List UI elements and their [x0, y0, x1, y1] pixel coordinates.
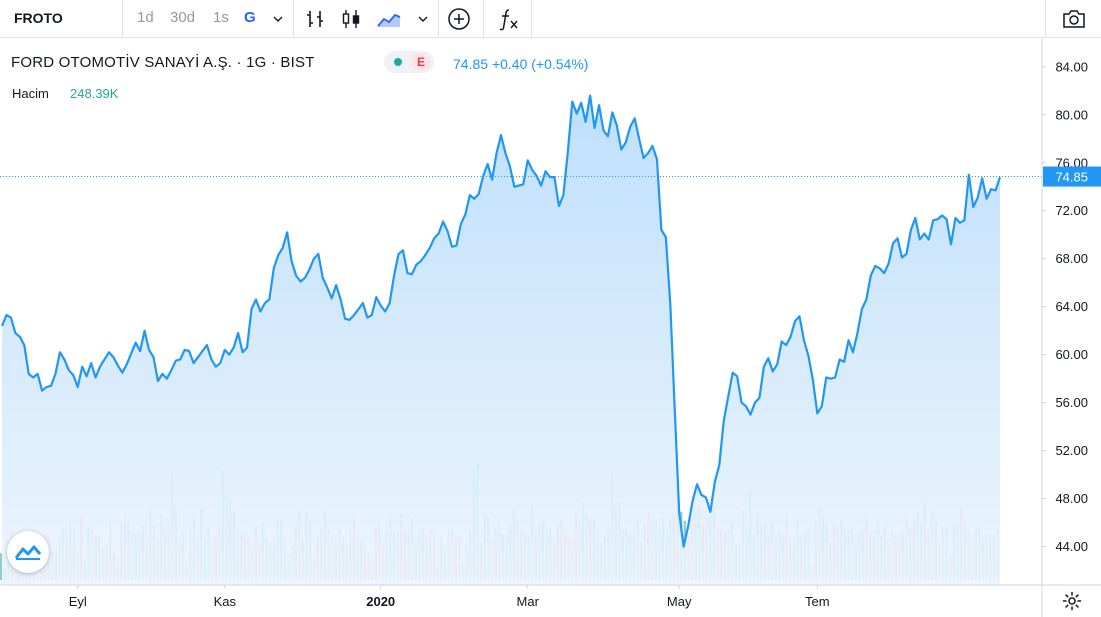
- gear-icon: [1062, 591, 1082, 611]
- price-tick-label: 84.00: [1055, 59, 1088, 74]
- settings-gear-button[interactable]: [1060, 589, 1084, 613]
- price-tick-label: 52.00: [1055, 443, 1088, 458]
- volume-value: 248.39K: [70, 86, 119, 101]
- price-tick-label: 44.00: [1055, 539, 1088, 554]
- symbol-search-button[interactable]: FROTO: [14, 10, 63, 26]
- toolbar-divider: [531, 0, 532, 38]
- time-tick-label: Eyl: [69, 594, 87, 609]
- price-tick-label: 60.00: [1055, 347, 1088, 362]
- camera-icon[interactable]: [1061, 6, 1087, 32]
- indicators-fx-icon[interactable]: [496, 6, 522, 32]
- last-price-label-box: [1043, 166, 1101, 187]
- time-axis[interactable]: Eyl Kas 2020 Mar May Tem: [69, 585, 830, 609]
- toolbar-divider: [438, 0, 439, 38]
- price-tick-label: 72.00: [1055, 203, 1088, 218]
- last-price-label: 74.85: [1055, 170, 1088, 185]
- time-tick-label: Tem: [805, 594, 830, 609]
- price-area-fill: [2, 95, 1000, 585]
- tradingview-logo-button[interactable]: [7, 531, 49, 573]
- toolbar-divider: [122, 0, 123, 38]
- price-tick-label: 76.00: [1055, 155, 1088, 170]
- price-tick-label: 68.00: [1055, 251, 1088, 266]
- series-title: FORD OTOMOTİV SANAYİ A.Ş. · 1G · BIST: [11, 54, 315, 71]
- candles-chart-icon[interactable]: [338, 6, 364, 32]
- legend-change: +0.40 (+0.54%): [491, 56, 589, 72]
- time-tick-label: Kas: [214, 594, 237, 609]
- area-chart-icon[interactable]: [376, 6, 402, 32]
- volume-bar: [0, 553, 3, 580]
- price-tick-label: 48.00: [1055, 491, 1088, 506]
- top-toolbar: FROTO 1d 30d 1s G: [0, 0, 1101, 38]
- bars-chart-icon[interactable]: [303, 6, 329, 32]
- chevron-down-icon[interactable]: [410, 6, 436, 32]
- toolbar-divider: [483, 0, 484, 38]
- time-tick-label: 2020: [366, 594, 395, 609]
- market-status-badges[interactable]: E: [384, 51, 434, 73]
- interval-1s-button[interactable]: 1s: [213, 9, 229, 26]
- interval-1d-button[interactable]: 1d: [137, 9, 154, 26]
- time-tick-label: May: [667, 594, 692, 609]
- price-tick-label: 56.00: [1055, 395, 1088, 410]
- toolbar-divider: [293, 0, 294, 38]
- logo-icon: [15, 545, 41, 560]
- compare-plus-icon[interactable]: [446, 6, 472, 32]
- volume-label: Hacim: [12, 86, 49, 101]
- price-chart[interactable]: 84.00 80.00 76.00 72.00 68.00 64.00 60.00 56.00…: [0, 38, 1101, 617]
- time-tick-label: Mar: [517, 594, 540, 609]
- price-tick-label: 64.00: [1055, 299, 1088, 314]
- price-axis[interactable]: 84.00 80.00 76.00 72.00 68.00 64.00 60.00 56.00…: [1042, 59, 1101, 554]
- price-line: [0, 94, 1002, 548]
- interval-g-button[interactable]: G: [244, 9, 256, 26]
- chevron-down-icon[interactable]: [265, 6, 291, 32]
- delayed-data-badge: E: [411, 53, 431, 71]
- interval-30d-button[interactable]: 30d: [170, 9, 196, 26]
- market-open-dot-icon: [394, 58, 402, 66]
- price-tick-label: 80.00: [1055, 107, 1088, 122]
- legend-price: 74.85: [453, 56, 489, 72]
- legend-price-change: 74.85 +0.40 (+0.54%): [453, 56, 588, 72]
- toolbar-divider: [1045, 0, 1046, 38]
